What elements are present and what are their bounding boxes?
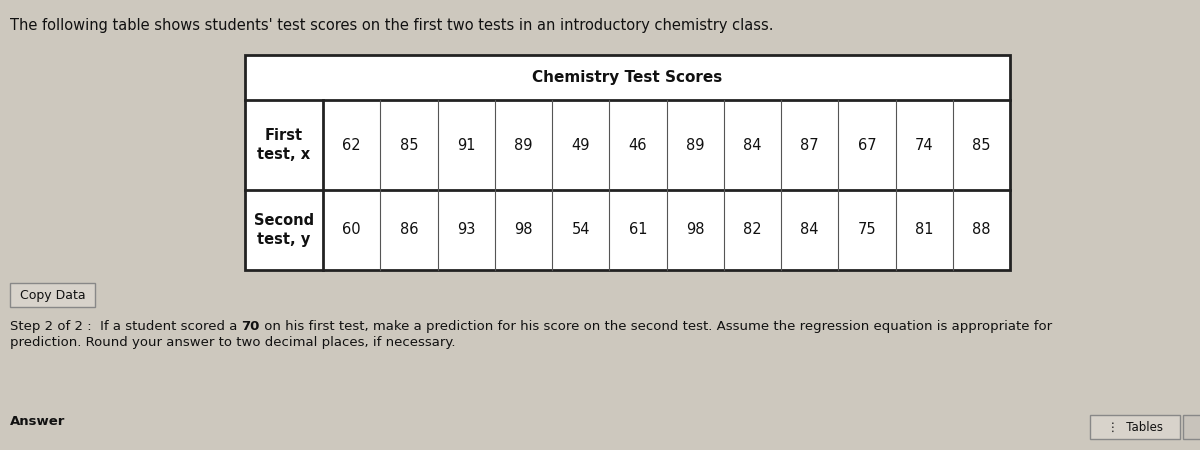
- Text: 84: 84: [743, 138, 762, 153]
- Text: 70: 70: [241, 320, 260, 333]
- Text: 93: 93: [457, 222, 475, 238]
- Text: Second
test, y: Second test, y: [254, 212, 314, 248]
- Bar: [10, 283, 95, 307]
- Text: Copy Data: Copy Data: [19, 288, 85, 302]
- Text: 98: 98: [514, 222, 533, 238]
- Text: 61: 61: [629, 222, 647, 238]
- Text: 62: 62: [342, 138, 361, 153]
- Text: 67: 67: [858, 138, 876, 153]
- Text: First
test, x: First test, x: [258, 128, 311, 162]
- Text: 85: 85: [400, 138, 418, 153]
- Text: 60: 60: [342, 222, 361, 238]
- Text: 89: 89: [686, 138, 704, 153]
- Text: The following table shows students' test scores on the first two tests in an int: The following table shows students' test…: [10, 18, 774, 33]
- Text: 74: 74: [914, 138, 934, 153]
- Text: 46: 46: [629, 138, 647, 153]
- Text: prediction. Round your answer to two decimal places, if necessary.: prediction. Round your answer to two dec…: [10, 336, 456, 349]
- Text: 84: 84: [800, 222, 818, 238]
- Text: 54: 54: [571, 222, 590, 238]
- Text: 86: 86: [400, 222, 418, 238]
- Text: 81: 81: [914, 222, 934, 238]
- Text: 82: 82: [743, 222, 762, 238]
- Text: Step 2 of 2 :  If a student scored a: Step 2 of 2 : If a student scored a: [10, 320, 241, 333]
- Text: 49: 49: [571, 138, 590, 153]
- Text: Chemistry Test Scores: Chemistry Test Scores: [533, 70, 722, 85]
- Text: 91: 91: [457, 138, 475, 153]
- Text: 88: 88: [972, 222, 991, 238]
- Text: 98: 98: [686, 222, 704, 238]
- Text: 87: 87: [800, 138, 818, 153]
- Text: 85: 85: [972, 138, 991, 153]
- Bar: [1090, 415, 1180, 439]
- Text: ⋮  Tables: ⋮ Tables: [1108, 420, 1163, 433]
- Text: 89: 89: [514, 138, 533, 153]
- Bar: [245, 55, 1010, 270]
- Text: 75: 75: [858, 222, 876, 238]
- Bar: [1183, 415, 1200, 439]
- Text: on his first test, make a prediction for his score on the second test. Assume th: on his first test, make a prediction for…: [260, 320, 1052, 333]
- Text: Answer: Answer: [10, 415, 65, 428]
